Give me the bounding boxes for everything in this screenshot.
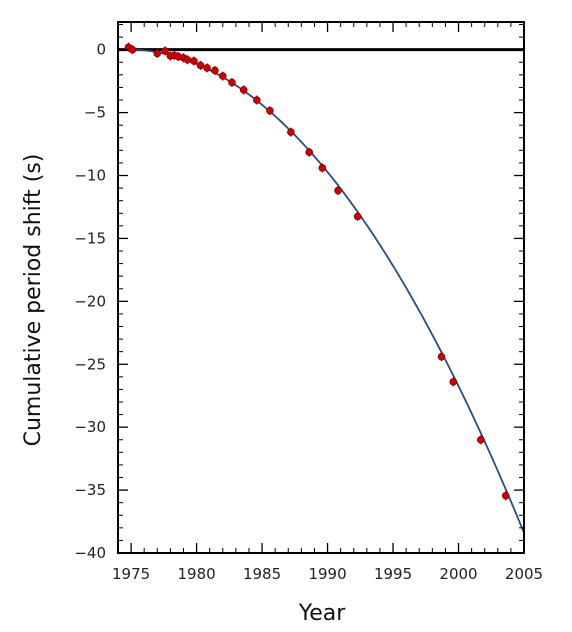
x-axis-label: Year bbox=[298, 601, 347, 626]
data-point-marker bbox=[253, 96, 261, 104]
data-point bbox=[266, 106, 274, 116]
data-point bbox=[196, 60, 205, 70]
data-point bbox=[161, 46, 169, 56]
x-tick-label: 1995 bbox=[374, 565, 412, 583]
fit-curve bbox=[128, 48, 524, 534]
data-point bbox=[253, 95, 261, 105]
data-point-marker bbox=[501, 491, 510, 500]
data-point bbox=[203, 63, 211, 73]
data-point-marker bbox=[196, 61, 205, 70]
data-point-marker bbox=[153, 49, 162, 58]
data-point bbox=[437, 352, 446, 362]
data-point bbox=[305, 147, 314, 157]
data-point-marker bbox=[190, 57, 198, 65]
data-point-marker bbox=[266, 106, 274, 115]
x-tick-label: 2000 bbox=[439, 565, 477, 583]
axes: 1975 1980 1985 1990 1995 2000 2005 0 −5 −10 −15 −20… bbox=[74, 21, 543, 583]
data-point-marker bbox=[353, 212, 362, 221]
plot-area bbox=[118, 42, 524, 534]
data-point-marker bbox=[228, 78, 236, 87]
data-point bbox=[153, 48, 162, 58]
data-point bbox=[190, 56, 198, 66]
y-tick-label: −10 bbox=[74, 167, 106, 185]
data-point bbox=[476, 435, 485, 445]
data-point bbox=[287, 127, 295, 137]
data-point-marker bbox=[239, 86, 248, 94]
data-point bbox=[318, 163, 327, 173]
y-tick-label: −35 bbox=[74, 481, 106, 499]
y-tick-label: −25 bbox=[74, 355, 106, 373]
y-tick-label: 0 bbox=[96, 41, 106, 59]
data-point-marker bbox=[211, 66, 219, 75]
data-point-marker bbox=[128, 45, 137, 54]
y-tick-label: −30 bbox=[74, 418, 106, 436]
x-tick-label: 2005 bbox=[505, 565, 543, 583]
data-point-marker bbox=[203, 64, 211, 72]
plot-content bbox=[118, 42, 524, 534]
data-point-marker bbox=[161, 47, 169, 55]
data-point bbox=[353, 211, 362, 221]
data-point-marker bbox=[449, 378, 458, 386]
data-point-marker bbox=[287, 128, 295, 136]
data-point bbox=[218, 71, 227, 81]
data-point bbox=[449, 377, 458, 387]
x-tick-label: 1975 bbox=[112, 565, 150, 583]
x-tick-label: 1980 bbox=[177, 565, 215, 583]
data-point bbox=[128, 45, 137, 55]
y-axis-label: Cumulative period shift (s) bbox=[21, 154, 46, 447]
data-point-marker bbox=[318, 164, 327, 172]
x-tick-label: 1990 bbox=[308, 565, 346, 583]
data-point-marker bbox=[476, 435, 485, 444]
data-point bbox=[239, 85, 248, 95]
y-tick-label: −15 bbox=[74, 229, 106, 247]
y-tick-label: −5 bbox=[84, 104, 106, 122]
data-point bbox=[183, 55, 192, 65]
data-point-marker bbox=[183, 55, 192, 64]
data-point bbox=[211, 65, 219, 75]
plot-frame bbox=[117, 21, 525, 554]
data-point-marker bbox=[305, 148, 314, 157]
y-tick-label: −20 bbox=[74, 292, 106, 310]
data-point-marker bbox=[218, 72, 227, 80]
y-tick-label: −40 bbox=[74, 544, 106, 562]
data-point bbox=[334, 186, 342, 196]
data-point bbox=[501, 491, 510, 501]
data-point bbox=[228, 77, 236, 87]
data-point-marker bbox=[334, 186, 342, 195]
data-point-marker bbox=[437, 352, 446, 361]
x-tick-label: 1985 bbox=[243, 565, 281, 583]
